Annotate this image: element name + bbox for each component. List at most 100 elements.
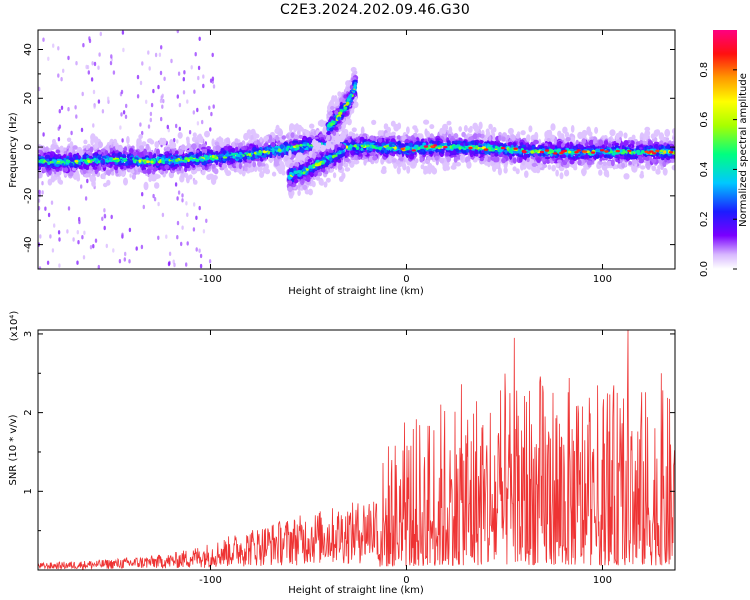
spectrogram-cell: [159, 70, 163, 76]
spectrogram-cell: [123, 177, 128, 186]
spectrogram-cell: [609, 129, 616, 137]
spectrogram-cell: [658, 132, 665, 141]
spectrogram-cell: [41, 190, 44, 195]
spectrogram-cell: [392, 153, 396, 157]
spectrogram-cell: [213, 160, 219, 163]
spectrogram-cell: [537, 164, 543, 168]
spectrogram-cell: [186, 241, 189, 246]
spectrogram-cell: [157, 201, 160, 207]
spectrogram-cell: [105, 243, 109, 249]
spectrogram-cell: [138, 134, 143, 140]
spectrogram-cell: [628, 161, 633, 165]
spectrogram-cell: [490, 128, 495, 135]
spectrogram-cell: [93, 104, 96, 109]
spectrogram-cell: [152, 193, 155, 199]
spectrogram-cell: [202, 229, 206, 234]
spectrogram-cell: [166, 146, 171, 152]
spectrogram-cell: [512, 166, 517, 172]
spectrogram-marks: [38, 30, 675, 269]
spectrogram-cell: [547, 164, 552, 170]
spectrogram-cell: [215, 152, 220, 155]
spectrogram-cell: [148, 66, 151, 71]
spectrogram-cell: [452, 145, 458, 149]
spectrogram-cell: [109, 60, 113, 66]
spectrogram-cell: [531, 166, 535, 172]
spectrogram-cell: [74, 105, 77, 110]
spectrogram-cell: [212, 84, 216, 89]
spectrogram-cell: [197, 75, 200, 81]
spectrogram-cell: [100, 159, 104, 164]
spectrogram-cell: [653, 144, 659, 150]
spectrogram-cell: [431, 167, 438, 175]
spectrogram-cell: [550, 123, 556, 131]
spectrogram-cell: [478, 121, 483, 130]
spectrogram-cell: [389, 152, 393, 156]
spectrogram-cell: [131, 174, 136, 180]
spectrogram-cell: [109, 147, 114, 152]
spectrogram-cell: [402, 145, 406, 148]
spectrogram-cell: [428, 151, 433, 155]
spectrogram-cell: [75, 114, 78, 119]
spectrogram-cell: [136, 74, 140, 80]
spectrogram-cell: [173, 262, 176, 268]
spectrogram-cell: [101, 109, 105, 114]
spectrogram-cell: [253, 140, 258, 146]
spectrogram-cell: [211, 76, 215, 81]
spectrogram-cell: [388, 156, 392, 162]
spectrogram-cell: [38, 170, 42, 179]
spectrogram-cell: [161, 157, 165, 161]
spectrogram-cell: [560, 143, 565, 148]
spectrogram-cell: [58, 263, 61, 268]
spectrogram-cell: [173, 138, 176, 143]
spectrogram-cell: [64, 167, 69, 173]
spectrogram-cell: [665, 145, 670, 149]
spectrogram-cell: [526, 157, 530, 163]
spectrogram-cell: [557, 130, 562, 138]
spectrogram-cell: [363, 159, 367, 166]
spectrogram-cell: [275, 124, 280, 132]
spectrogram-cell: [579, 144, 584, 149]
spectrogram-cell: [163, 76, 166, 82]
spectrogram-cell: [199, 253, 203, 259]
spectrogram-cell: [655, 168, 661, 175]
spectrogram-cell: [176, 196, 179, 201]
spectrogram-cell: [550, 144, 556, 150]
spectrogram-cell: [49, 154, 54, 158]
spectrogram-cell: [185, 149, 190, 153]
spectrogram-cell: [255, 148, 259, 152]
spectrogram-cell: [151, 172, 155, 180]
spectrogram-cell: [186, 99, 189, 104]
spectrogram-cell: [581, 133, 587, 140]
spectrogram-cell: [83, 173, 90, 178]
spectrogram-cell: [100, 148, 107, 153]
spectrogram-cell: [38, 86, 41, 92]
spectrogram-cell: [431, 140, 435, 144]
spectrogram-cell: [182, 90, 186, 95]
spectrogram-cell: [128, 259, 131, 264]
spectrogram-cell: [85, 64, 88, 70]
spectrogram-cell: [484, 155, 488, 162]
spectrogram-cell: [180, 162, 186, 166]
spectrogram-cell: [88, 155, 93, 159]
spectrogram-cell: [455, 161, 461, 167]
spectrogram-cell: [78, 149, 84, 156]
spectrogram-cell: [137, 168, 142, 173]
spectrogram-cell: [286, 148, 289, 151]
spectrogram-cell: [75, 61, 78, 66]
spectrogram-cell: [270, 142, 276, 147]
spectrogram-cell: [623, 132, 628, 139]
spectrogram-cell: [66, 229, 69, 234]
spectrogram-cell: [47, 56, 50, 61]
spectrogram-cell: [175, 123, 178, 129]
spectrogram-cell: [190, 65, 193, 70]
spectrogram-cell: [149, 139, 155, 145]
spectrogram-cell: [105, 169, 112, 176]
spectrogram-cell: [201, 165, 205, 170]
spectrogram-cell: [529, 147, 533, 150]
spectrogram-cell: [103, 213, 107, 218]
spectrogram-cell: [570, 124, 575, 133]
spectrogram-cell: [70, 130, 73, 136]
spectrogram-cell: [641, 150, 645, 154]
spectrogram-cell: [57, 230, 61, 235]
spectrogram-cell: [165, 234, 168, 239]
